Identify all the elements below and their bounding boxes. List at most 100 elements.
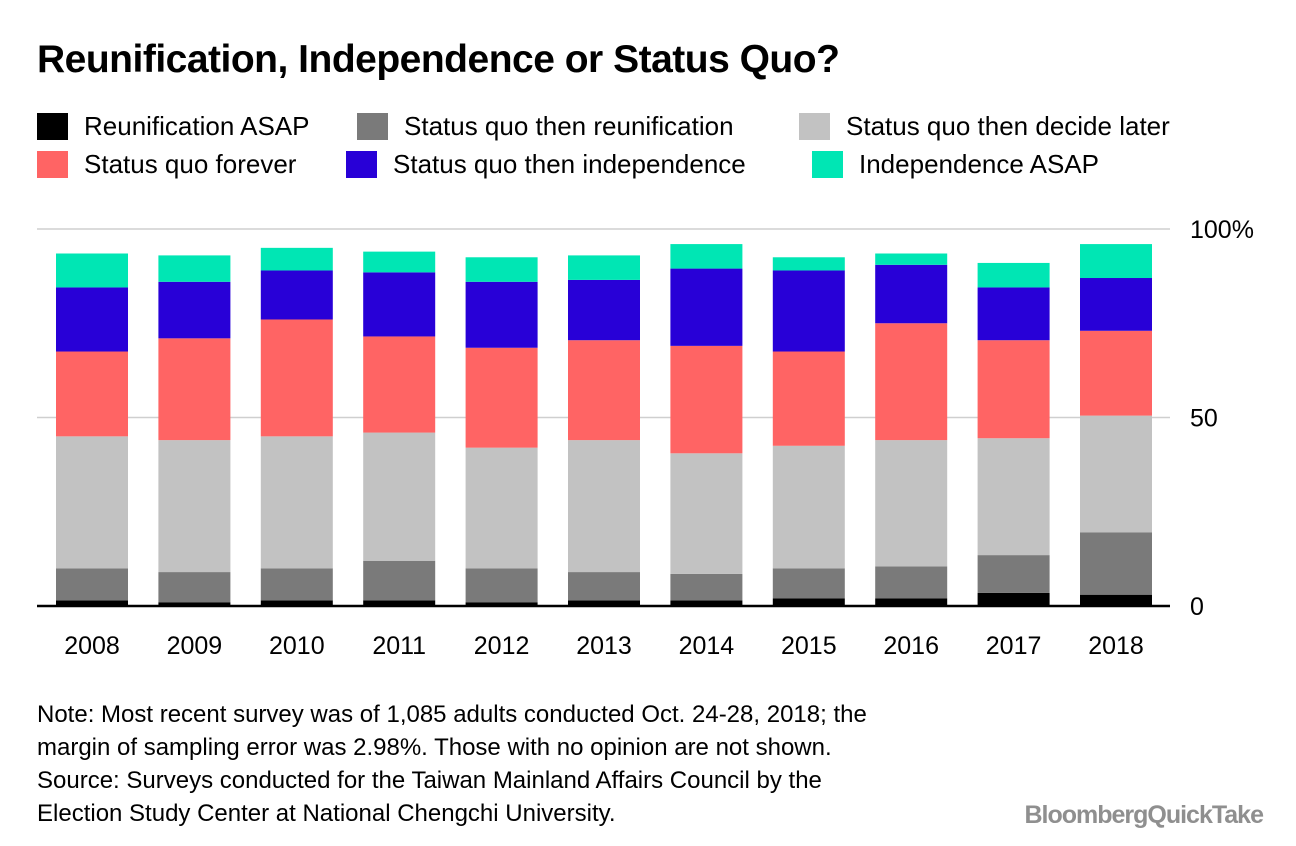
bar-segment (158, 281, 231, 339)
bar-segment (260, 319, 333, 437)
x-tick-label: 2013 (576, 632, 632, 660)
bar-segment (875, 323, 948, 441)
bar-segment (56, 287, 128, 352)
legend-label: Status quo then reunification (404, 110, 734, 141)
bar-segment (977, 592, 1050, 606)
bar-segment (977, 340, 1050, 439)
bar-segment (260, 270, 333, 320)
legend-label: Status quo then decide later (846, 110, 1170, 141)
bar-segment (568, 255, 640, 280)
legend-label: Reunification ASAP (84, 110, 310, 141)
legend-swatch (812, 150, 843, 178)
y-tick-label: 100% (1190, 216, 1254, 244)
note-line: Note: Most recent survey was of 1,085 ad… (37, 701, 867, 728)
x-tick-label: 2011 (372, 632, 426, 660)
bar-segment (56, 351, 128, 437)
legend-item-status-quo-then-decide-later: Status quo then decide later (799, 111, 1170, 141)
x-tick-label: 2015 (781, 632, 837, 660)
bar-segment (670, 573, 743, 601)
bars (56, 244, 1152, 606)
x-tick-label: 2010 (269, 632, 325, 660)
legend-item-reunification-asap: Reunification ASAP (37, 111, 309, 141)
brand-name: Bloomberg (1024, 801, 1148, 829)
x-tick-label: 2012 (474, 632, 530, 660)
bar-segment (977, 555, 1050, 593)
bar-segment (772, 598, 845, 606)
y-tick-label: 0 (1190, 593, 1204, 621)
legend-item-status-quo-then-independence: Status quo then independence (346, 149, 746, 179)
x-tick-label: 2014 (679, 632, 735, 660)
source-line: Election Study Center at National Chengc… (37, 800, 616, 827)
bar-segment (465, 257, 538, 282)
bar-segment (568, 440, 640, 573)
bar-segment (56, 600, 128, 606)
bar-segment (56, 436, 128, 569)
bar-segment (875, 264, 948, 324)
legend-item-independence-asap: Independence ASAP (812, 149, 1099, 179)
bar-segment (670, 600, 743, 606)
bar-segment (670, 345, 743, 454)
legend-swatch (37, 150, 68, 178)
x-tick-label: 2009 (167, 632, 223, 660)
bar-segment (363, 251, 436, 273)
bar-segment (977, 438, 1050, 556)
x-tick-label: 2017 (986, 632, 1042, 660)
bar-segment (465, 447, 538, 569)
bar-segment (465, 568, 538, 603)
bar-segment (568, 572, 640, 601)
legend-swatch (799, 112, 830, 140)
bar-segment (158, 338, 231, 441)
brand-logo: BloombergQuickTake (1024, 801, 1264, 830)
bar-segment (158, 602, 231, 606)
stacked-bar-chart: 0 50 100% 2008 2009 2010 2011 2012 2013 2014 2015 2… (37, 216, 1254, 660)
bar-segment (260, 247, 333, 271)
x-tick-label: 2008 (64, 632, 120, 660)
bar-segment (260, 600, 333, 606)
bar-segment (56, 253, 128, 288)
bar-segment (772, 568, 845, 599)
bar-segment (363, 600, 436, 606)
bar-segment (1080, 330, 1152, 416)
bar-segment (772, 257, 845, 271)
bar-segment (568, 340, 640, 441)
bar-segment (363, 560, 436, 601)
note-line: margin of sampling error was 2.98%. Thos… (37, 734, 832, 761)
bar-segment (977, 287, 1050, 341)
bar-segment (1080, 244, 1152, 279)
bar-segment (363, 272, 436, 337)
bar-segment (875, 253, 948, 265)
bar-segment (977, 262, 1050, 288)
legend-swatch (346, 150, 377, 178)
bar-segment (158, 440, 231, 573)
bar-segment (56, 568, 128, 601)
bar-segment (670, 244, 743, 269)
bar-segment (158, 255, 231, 282)
y-tick-label: 50 (1190, 405, 1218, 433)
source-line: Source: Surveys conducted for the Taiwan… (37, 767, 822, 794)
brand-product: QuickTake (1147, 801, 1264, 829)
bar-segment (363, 432, 436, 561)
bar-segment (260, 568, 333, 601)
bar-segment (1080, 278, 1152, 331)
legend-label: Status quo then independence (393, 148, 746, 179)
legend-item-status-quo-then-reunification: Status quo then reunification (357, 111, 734, 141)
bar-segment (772, 351, 845, 446)
bar-segment (568, 279, 640, 341)
chart-title: Reunification, Independence or Status Qu… (37, 38, 840, 81)
bar-segment (875, 440, 948, 567)
bar-segment (772, 270, 845, 352)
bar-segment (465, 347, 538, 448)
bar-segment (1080, 532, 1152, 595)
bar-segment (772, 445, 845, 569)
legend-swatch (37, 112, 68, 140)
bar-segment (670, 453, 743, 574)
axes: 0 50 100% 2008 2009 2010 2011 2012 2013 2014 2015 2… (37, 216, 1254, 660)
x-tick-label: 2018 (1088, 632, 1144, 660)
bar-segment (260, 436, 333, 569)
legend-item-status-quo-forever: Status quo forever (37, 149, 296, 179)
bar-segment (1080, 415, 1152, 533)
legend-swatch (357, 112, 388, 140)
legend-label: Status quo forever (84, 148, 297, 179)
bar-segment (875, 566, 948, 599)
bar-segment (875, 598, 948, 606)
